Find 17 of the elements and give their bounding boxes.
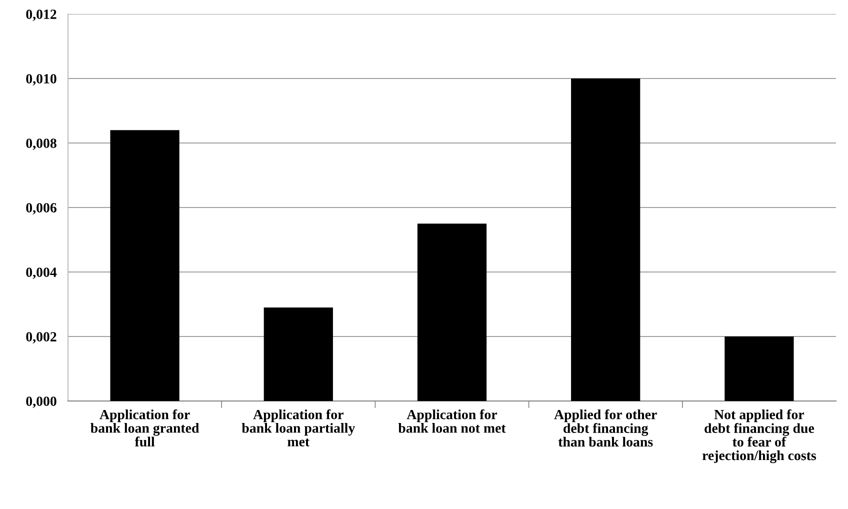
x-tick-label: Application for bank loan not met [398, 409, 506, 433]
y-tick-label: 0,000 [26, 396, 56, 408]
x-tick-label: Application for bank loan partially met [242, 409, 355, 446]
bar [417, 224, 487, 401]
x-tick-label: Not applied for debt financing due to fear of rejection/high costs [702, 409, 816, 464]
bar [264, 307, 333, 401]
bar [724, 336, 794, 401]
y-tick-label: 0,012 [26, 10, 56, 21]
y-tick-label: 0,010 [26, 74, 56, 86]
bar [110, 130, 180, 401]
y-tick-label: 0,004 [26, 268, 57, 279]
bar [571, 78, 640, 401]
y-tick-label: 0,006 [26, 203, 56, 214]
y-tick-label: 0,008 [26, 138, 56, 150]
x-tick-label: Applied for other debt financing than bank loans [554, 409, 657, 447]
x-tick-label: Application for bank loan granted full [90, 409, 200, 447]
y-tick-label: 0,002 [26, 332, 56, 344]
